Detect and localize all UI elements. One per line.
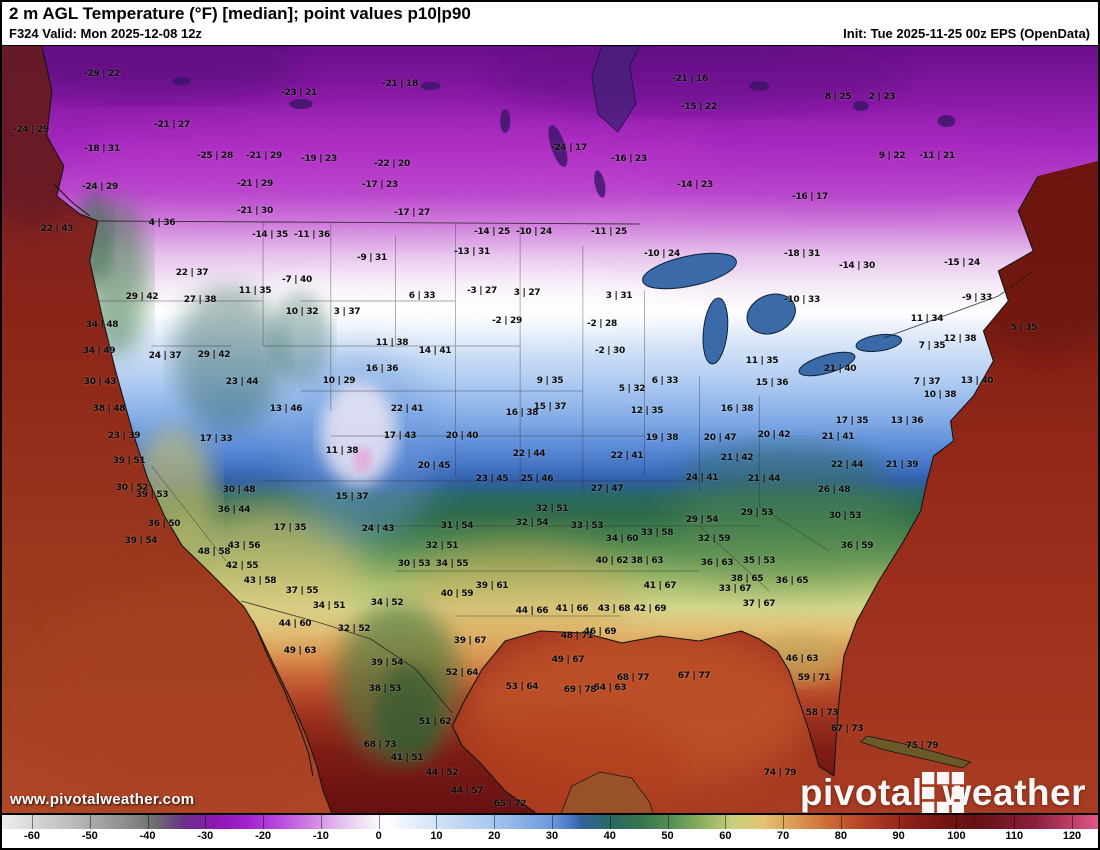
colorbar-tick-label: 120 [1062, 830, 1082, 842]
colorbar-tick-label: 70 [776, 830, 790, 842]
pivotal-weather-logo: pivotal weather [800, 772, 1086, 814]
colorbar-tickmark [609, 815, 611, 829]
logo-word-weather: weather [942, 772, 1086, 813]
colorbar-tick-label: 20 [488, 830, 501, 842]
colorbar-tick-label: 90 [892, 830, 905, 842]
colorbar-tickmark [205, 815, 207, 829]
country-borders [97, 220, 1034, 714]
colorbar-tick-label: 50 [661, 830, 674, 842]
colorbar-tickmark [263, 815, 265, 829]
map-area: -29 | 22 -23 | 21 -21 | 18 -21 | 16 8 | 25 2 … [2, 45, 1098, 816]
colorbar-ticks: -60 -50 -40 -30 -20 -10 0 10 20 30 40 50 60 70 80 90 100… [2, 815, 1098, 848]
init-time-label: Init: Tue 2025-11-25 00z EPS (OpenData) [843, 26, 1090, 41]
colorbar: -60 -50 -40 -30 -20 -10 0 10 20 30 40 50 60 70 80 90 100… [2, 813, 1098, 848]
colorbar-tickmark [667, 815, 669, 829]
colorbar-tick-label: -20 [255, 830, 272, 842]
colorbar-tickmark [898, 815, 900, 829]
colorbar-tick-label: 100 [947, 830, 966, 842]
valid-time-label: F324 Valid: Mon 2025-12-08 12z [9, 26, 202, 41]
colorbar-tick-label: 40 [603, 830, 616, 842]
colorbar-tickmark [1072, 815, 1073, 829]
header: 2 m AGL Temperature (°F) [median]; point… [2, 2, 1098, 45]
state-borders [97, 222, 830, 617]
great-lakes [642, 252, 903, 377]
logo-word-pivotal: pivotal [799, 772, 923, 813]
colorbar-tickmark [783, 815, 785, 829]
colorbar-tick-label: 80 [834, 830, 847, 842]
colorbar-tick-label: 110 [1005, 830, 1024, 842]
colorbar-tick-label: -30 [197, 830, 214, 842]
colorbar-tickmark [840, 815, 842, 829]
colorbar-tick-label: 10 [430, 830, 443, 842]
cuba [860, 735, 972, 769]
colorbar-gradient [2, 815, 1098, 829]
yucatan [559, 771, 655, 816]
colorbar-tickmark [436, 815, 438, 829]
colorbar-tickmark [89, 815, 91, 829]
colorbar-tick-label: -50 [81, 830, 98, 842]
colorbar-tickmark [552, 815, 553, 829]
colorbar-tickmark [494, 815, 496, 829]
coastlines [41, 46, 1039, 816]
colorbar-tickmark [956, 815, 958, 829]
colorbar-tickmark [147, 815, 149, 829]
colorbar-tick-label: 0 [375, 830, 382, 842]
colorbar-tick-label: -40 [139, 830, 156, 842]
page-title: 2 m AGL Temperature (°F) [median]; point… [9, 4, 471, 23]
colorbar-tick-label: 60 [719, 830, 732, 842]
canada-lakes [172, 46, 956, 198]
colorbar-tickmark [378, 815, 380, 829]
colorbar-tickmark [1014, 815, 1016, 829]
colorbar-tickmark [320, 815, 322, 829]
map-canvas [2, 46, 1098, 816]
colorbar-tick-label: -60 [24, 830, 40, 842]
colorbar-tickmark [32, 815, 33, 829]
colorbar-tickmark [725, 815, 727, 829]
colorbar-tick-label: -10 [312, 830, 329, 842]
watermark: www.pivotalweather.com [10, 791, 195, 808]
colorbar-tick-label: 30 [545, 830, 559, 842]
